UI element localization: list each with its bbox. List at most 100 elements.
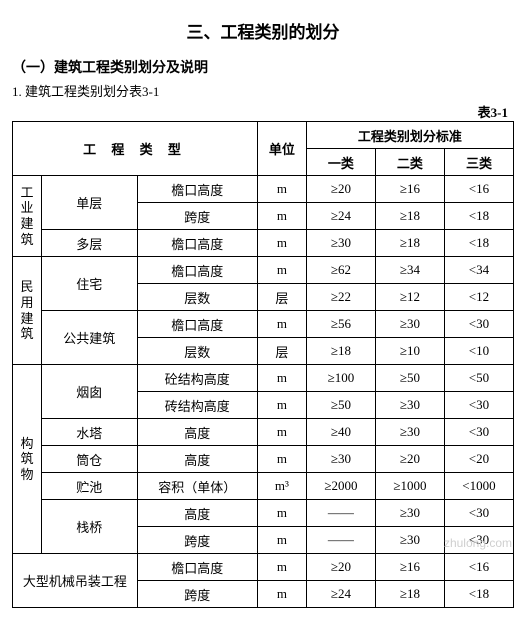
value-cell: <1000 (444, 473, 513, 500)
value-cell: ≥30 (375, 419, 444, 446)
unit-cell: m (257, 203, 306, 230)
value-cell: ≥30 (375, 527, 444, 554)
classification-table: 工 程 类 型 单位 工程类别划分标准 一类 二类 三类 工业建筑单层檐口高度m… (12, 121, 514, 608)
value-cell: <12 (444, 284, 513, 311)
value-cell: ≥56 (306, 311, 375, 338)
value-cell: ≥2000 (306, 473, 375, 500)
value-cell: ≥30 (306, 230, 375, 257)
metric-cell: 檐口高度 (137, 257, 257, 284)
value-cell: ≥50 (306, 392, 375, 419)
unit-cell: m (257, 311, 306, 338)
category-cell: 栈桥 (41, 500, 137, 554)
category-cell: 筒仓 (41, 446, 137, 473)
table-row: 民用建筑住宅檐口高度m≥62≥34<34 (13, 257, 514, 284)
value-cell: <30 (444, 419, 513, 446)
unit-cell: m (257, 365, 306, 392)
value-cell: <34 (444, 257, 513, 284)
value-cell: <18 (444, 230, 513, 257)
unit-cell: 层 (257, 284, 306, 311)
metric-cell: 檐口高度 (137, 176, 257, 203)
col-unit: 单位 (257, 122, 306, 176)
table-row: 大型机械吊装工程檐口高度m≥20≥16<16 (13, 554, 514, 581)
value-cell: ≥50 (375, 365, 444, 392)
metric-cell: 檐口高度 (137, 554, 257, 581)
group-cell: 工业建筑 (13, 176, 42, 257)
unit-cell: m (257, 500, 306, 527)
table-row: 构筑物烟囱砼结构高度m≥100≥50<50 (13, 365, 514, 392)
unit-cell: m (257, 230, 306, 257)
group-cell: 构筑物 (13, 365, 42, 554)
value-cell: —— (306, 527, 375, 554)
value-cell: ≥30 (375, 500, 444, 527)
section-heading: （一）建筑工程类别划分及说明 (12, 57, 514, 77)
col-class3: 三类 (444, 149, 513, 176)
value-cell: ≥18 (375, 581, 444, 608)
value-cell: <10 (444, 338, 513, 365)
value-cell: ≥20 (375, 446, 444, 473)
table-row: 栈桥高度m——≥30<30 (13, 500, 514, 527)
metric-cell: 高度 (137, 419, 257, 446)
category-cell: 大型机械吊装工程 (13, 554, 138, 608)
table-body: 工业建筑单层檐口高度m≥20≥16<16跨度m≥24≥18<18多层檐口高度m≥… (13, 176, 514, 608)
category-cell: 单层 (41, 176, 137, 230)
value-cell: ≥30 (375, 311, 444, 338)
unit-cell: m (257, 527, 306, 554)
unit-cell: m³ (257, 473, 306, 500)
value-cell: <50 (444, 365, 513, 392)
table-row: 水塔高度m≥40≥30<30 (13, 419, 514, 446)
unit-cell: m (257, 257, 306, 284)
table-row: 贮池容积（单体）m³≥2000≥1000<1000 (13, 473, 514, 500)
unit-cell: m (257, 581, 306, 608)
value-cell: ≥12 (375, 284, 444, 311)
value-cell: ≥40 (306, 419, 375, 446)
metric-cell: 跨度 (137, 203, 257, 230)
metric-cell: 砼结构高度 (137, 365, 257, 392)
value-cell: <30 (444, 392, 513, 419)
value-cell: ≥22 (306, 284, 375, 311)
metric-cell: 层数 (137, 284, 257, 311)
table-row: 多层檐口高度m≥30≥18<18 (13, 230, 514, 257)
metric-cell: 檐口高度 (137, 311, 257, 338)
page-title: 三、工程类别的划分 (12, 18, 514, 43)
value-cell: ≥100 (306, 365, 375, 392)
value-cell: ≥18 (375, 203, 444, 230)
metric-cell: 层数 (137, 338, 257, 365)
value-cell: ≥18 (375, 230, 444, 257)
value-cell: ≥16 (375, 176, 444, 203)
category-cell: 水塔 (41, 419, 137, 446)
table-row: 工业建筑单层檐口高度m≥20≥16<16 (13, 176, 514, 203)
value-cell: <18 (444, 581, 513, 608)
category-cell: 烟囱 (41, 365, 137, 419)
unit-cell: m (257, 419, 306, 446)
value-cell: ≥24 (306, 203, 375, 230)
col-std: 工程类别划分标准 (306, 122, 513, 149)
value-cell: ≥30 (375, 392, 444, 419)
unit-cell: m (257, 554, 306, 581)
value-cell: <18 (444, 203, 513, 230)
value-cell: <16 (444, 176, 513, 203)
metric-cell: 檐口高度 (137, 230, 257, 257)
category-cell: 住宅 (41, 257, 137, 311)
unit-cell: m (257, 446, 306, 473)
unit-cell: m (257, 392, 306, 419)
table-label: 表3-1 (12, 102, 508, 121)
value-cell: ≥18 (306, 338, 375, 365)
metric-cell: 跨度 (137, 527, 257, 554)
subsection-heading: 1. 建筑工程类别划分表3-1 (12, 81, 514, 100)
value-cell: <30 (444, 311, 513, 338)
value-cell: ≥62 (306, 257, 375, 284)
col-class1: 一类 (306, 149, 375, 176)
value-cell: —— (306, 500, 375, 527)
value-cell: ≥20 (306, 554, 375, 581)
col-type: 工 程 类 型 (13, 122, 258, 176)
unit-cell: m (257, 176, 306, 203)
watermark: zhulong.com (444, 536, 512, 550)
metric-cell: 跨度 (137, 581, 257, 608)
unit-cell: 层 (257, 338, 306, 365)
metric-cell: 高度 (137, 500, 257, 527)
metric-cell: 高度 (137, 446, 257, 473)
col-class2: 二类 (375, 149, 444, 176)
table-row: 筒仓高度m≥30≥20<20 (13, 446, 514, 473)
category-cell: 公共建筑 (41, 311, 137, 365)
value-cell: ≥1000 (375, 473, 444, 500)
